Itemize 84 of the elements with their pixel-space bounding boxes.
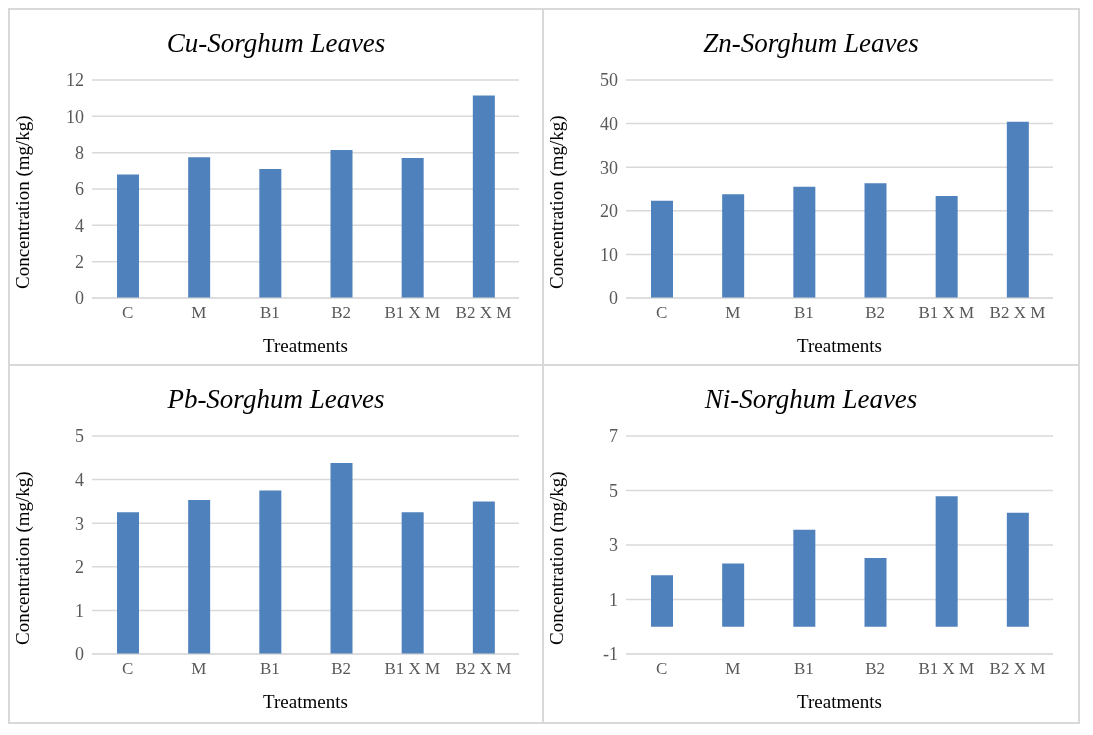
x-tick-label: M (191, 659, 207, 679)
x-tick-label: B1 X M (384, 303, 441, 323)
x-tick-label: B2 X M (989, 303, 1046, 323)
bar (188, 500, 211, 654)
chart-title: Cu-Sorghum Leaves (165, 27, 387, 60)
bar (864, 183, 887, 298)
bar (188, 157, 211, 298)
y-tick-label: 3 (609, 535, 618, 556)
y-tick-label: 10 (600, 244, 618, 265)
y-axis-title: Concentration (mg/kg) (11, 471, 34, 645)
y-tick-label: 2 (75, 557, 84, 578)
x-tick-label: M (725, 303, 741, 323)
x-tick-label: B1 (259, 303, 280, 323)
bar (117, 174, 139, 298)
bar (330, 463, 353, 654)
y-tick-label: 0 (609, 288, 618, 309)
x-axis-title: Treatments (797, 691, 882, 712)
bar (117, 512, 139, 654)
y-tick-label: 20 (600, 201, 618, 222)
y-axis-title: Concentration (mg/kg) (11, 115, 34, 289)
y-tick-label: 8 (75, 143, 84, 164)
bar (472, 501, 495, 654)
y-tick-label: -1 (603, 644, 618, 665)
y-tick-label: 50 (600, 70, 618, 91)
y-tick-label: 7 (609, 426, 618, 447)
x-tick-label: B1 X M (384, 659, 441, 679)
bar (259, 169, 282, 298)
bar (472, 95, 495, 298)
bar (651, 200, 673, 298)
y-axis-title: Concentration (mg/kg) (545, 115, 568, 289)
x-tick-label: M (191, 303, 207, 323)
bar (935, 195, 958, 298)
x-tick-label: C (655, 303, 668, 323)
bar (401, 512, 424, 654)
x-tick-label: B2 X M (989, 659, 1046, 679)
y-tick-label: 5 (75, 426, 84, 447)
bar (793, 529, 816, 627)
bar (935, 496, 958, 627)
y-tick-label: 0 (75, 644, 84, 665)
bar (259, 490, 282, 654)
bar (864, 558, 887, 627)
x-tick-label: B1 X M (918, 303, 975, 323)
y-tick-label: 0 (75, 288, 84, 309)
x-axis-title: Treatments (797, 335, 882, 356)
bar (651, 575, 673, 627)
x-tick-label: C (121, 303, 134, 323)
chart-title: Ni-Sorghum Leaves (703, 383, 919, 416)
x-tick-label: B2 (331, 303, 352, 323)
bar (1006, 121, 1029, 298)
bar (401, 158, 424, 298)
bar (330, 149, 353, 298)
x-tick-label: B1 (793, 303, 814, 323)
x-tick-label: M (725, 659, 741, 679)
x-tick-label: B1 (259, 659, 280, 679)
x-tick-label: B2 (865, 303, 886, 323)
chart-title: Zn-Sorghum Leaves (702, 27, 920, 60)
bar (722, 194, 745, 298)
y-tick-label: 4 (75, 469, 84, 490)
y-tick-label: 1 (75, 600, 84, 621)
y-tick-label: 6 (75, 179, 84, 200)
y-tick-label: 1 (609, 589, 618, 610)
y-tick-label: 30 (600, 157, 618, 178)
y-tick-label: 3 (75, 513, 84, 534)
x-axis-title: Treatments (263, 691, 348, 712)
bar (1006, 512, 1029, 627)
x-tick-label: B2 (331, 659, 352, 679)
bar (722, 563, 745, 627)
x-tick-label: B2 X M (455, 303, 512, 323)
y-tick-label: 10 (66, 106, 84, 127)
y-tick-label: 12 (66, 70, 84, 91)
x-tick-label: C (655, 659, 668, 679)
chart-title: Pb-Sorghum Leaves (166, 383, 386, 416)
x-tick-label: C (121, 659, 134, 679)
x-tick-label: B1 X M (918, 659, 975, 679)
bar (793, 186, 816, 298)
y-tick-label: 4 (75, 215, 84, 236)
y-axis-title: Concentration (mg/kg) (545, 471, 568, 645)
y-tick-label: 40 (600, 113, 618, 134)
y-tick-label: 2 (75, 252, 84, 273)
x-tick-label: B2 X M (455, 659, 512, 679)
x-axis-title: Treatments (263, 335, 348, 356)
x-tick-label: B1 (793, 659, 814, 679)
x-tick-label: B2 (865, 659, 886, 679)
y-tick-label: 5 (609, 480, 618, 501)
